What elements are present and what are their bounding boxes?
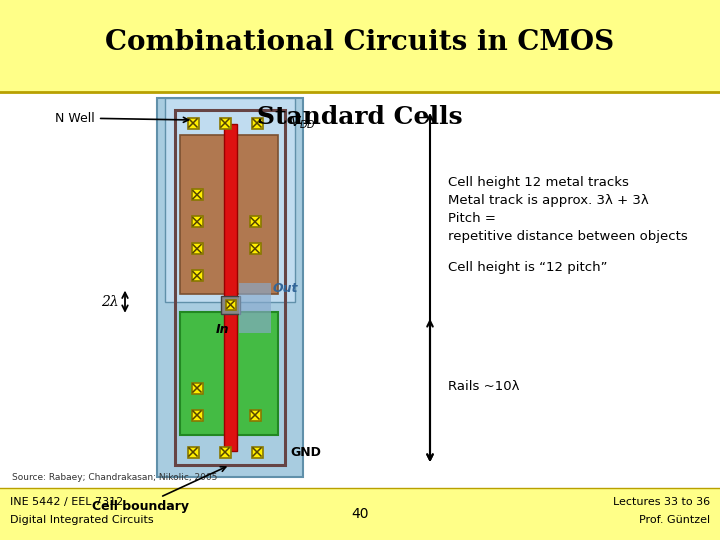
Text: Lectures 33 to 36: Lectures 33 to 36 [613,497,710,507]
Bar [251,118,263,129]
Text: GND: GND [290,446,321,458]
Text: Out: Out [273,282,299,295]
Bar [220,447,230,457]
Bar [192,409,202,421]
Text: Rails ~10λ: Rails ~10λ [448,380,520,394]
Bar [165,98,295,302]
Text: Standard Cells: Standard Cells [257,105,463,129]
Text: Metal track is approx. 3λ + 3λ: Metal track is approx. 3λ + 3λ [448,194,649,207]
Text: 2λ: 2λ [102,295,119,309]
Bar [0,488,720,540]
Bar [180,135,278,294]
Bar [221,296,240,314]
Text: INE 5442 / EEL 7312: INE 5442 / EEL 7312 [10,497,123,507]
Text: Prof. Güntzel: Prof. Güntzel [639,515,710,525]
Bar [180,312,278,435]
Text: In: In [215,323,229,336]
Bar [192,216,202,227]
Bar [175,110,285,465]
Text: Source: Rabaey; Chandrakasan; Nikolic, 2005: Source: Rabaey; Chandrakasan; Nikolic, 2… [12,473,217,482]
Bar [225,300,235,310]
Text: $V_{DD}$: $V_{DD}$ [290,115,316,131]
Text: 40: 40 [351,507,369,521]
Bar [250,243,261,254]
Bar [192,270,202,281]
Bar [157,98,303,477]
Bar [187,447,199,457]
Bar [250,409,261,421]
Bar [224,124,237,451]
Text: Pitch =: Pitch = [448,212,496,225]
Bar [239,283,271,333]
Bar [0,0,720,92]
Text: Cell boundary: Cell boundary [91,467,226,513]
Text: Cell height 12 metal tracks: Cell height 12 metal tracks [448,176,629,189]
Text: N Well: N Well [55,111,189,125]
Text: Cell height is “12 pitch”: Cell height is “12 pitch” [448,260,608,273]
Text: Digital Integrated Circuits: Digital Integrated Circuits [10,515,153,525]
Text: Combinational Circuits in CMOS: Combinational Circuits in CMOS [105,29,615,56]
Bar [220,118,230,129]
Bar [192,382,202,394]
Text: repetitive distance between objects: repetitive distance between objects [448,230,688,243]
Bar [251,447,263,457]
Bar [187,118,199,129]
Bar [192,189,202,200]
Bar [250,216,261,227]
Bar [192,243,202,254]
